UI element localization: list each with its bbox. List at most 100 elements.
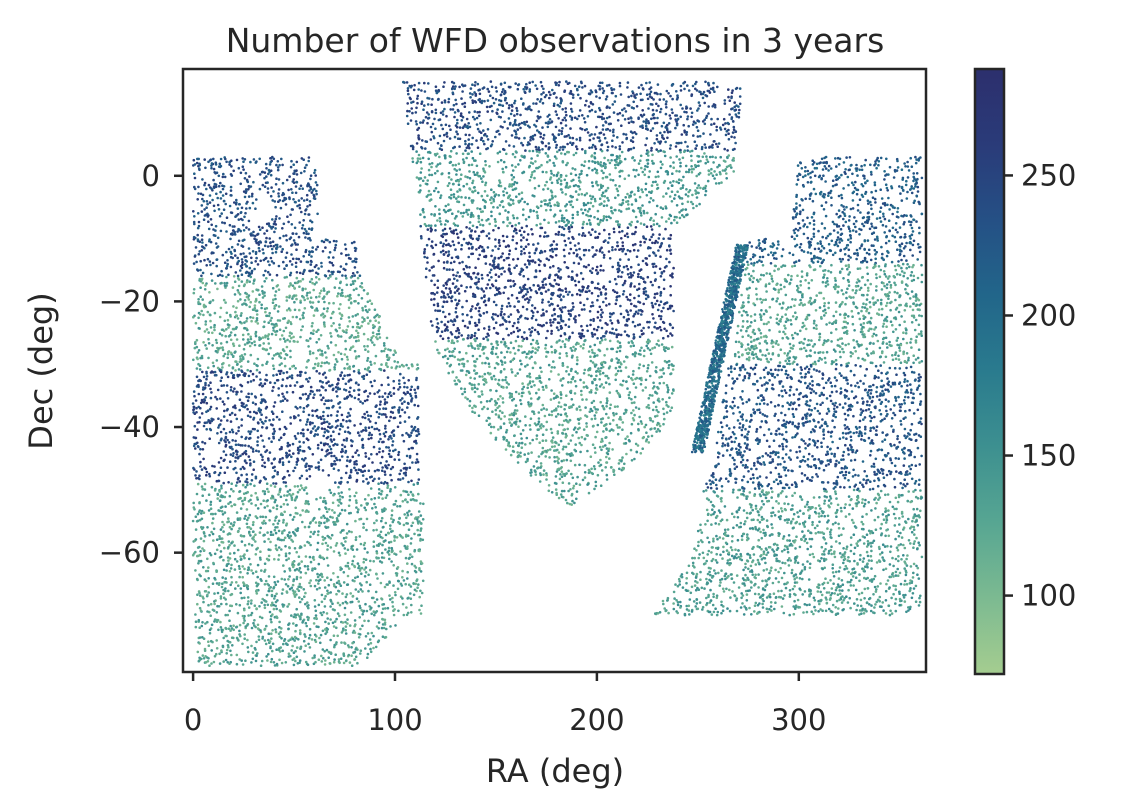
survey-point	[378, 413, 381, 416]
survey-point	[327, 443, 330, 446]
survey-point	[234, 280, 237, 283]
survey-point	[347, 295, 350, 298]
survey-point	[283, 267, 286, 270]
survey-point	[248, 294, 251, 297]
survey-point	[442, 85, 445, 88]
survey-point	[319, 496, 322, 499]
survey-point	[350, 531, 353, 534]
survey-point	[258, 301, 261, 304]
survey-point	[255, 198, 258, 201]
survey-point	[236, 338, 239, 341]
survey-point	[356, 511, 359, 514]
survey-point	[340, 317, 343, 320]
survey-point	[704, 81, 707, 84]
survey-point	[603, 133, 606, 136]
survey-point	[288, 493, 291, 496]
survey-point	[327, 622, 330, 625]
survey-point	[311, 657, 314, 660]
survey-point	[203, 158, 206, 161]
survey-point	[197, 446, 200, 449]
survey-point	[294, 590, 297, 593]
survey-point	[419, 590, 422, 593]
survey-point	[636, 105, 639, 108]
survey-point	[394, 351, 397, 354]
survey-point	[250, 602, 253, 605]
survey-point	[247, 188, 250, 191]
survey-point	[503, 121, 506, 124]
survey-point	[267, 632, 270, 635]
survey-point	[352, 456, 355, 459]
survey-point	[334, 481, 337, 484]
survey-point	[605, 98, 608, 101]
survey-point	[209, 428, 212, 431]
survey-point	[350, 439, 353, 442]
survey-point	[220, 626, 223, 629]
survey-point	[230, 331, 233, 334]
survey-point	[365, 478, 368, 481]
survey-point	[242, 252, 245, 255]
survey-point	[328, 584, 331, 587]
survey-point	[241, 404, 244, 407]
survey-point	[275, 532, 278, 535]
survey-point	[410, 480, 413, 483]
survey-point	[294, 547, 297, 550]
survey-point	[608, 107, 611, 110]
survey-point	[363, 377, 366, 380]
survey-point	[306, 565, 309, 568]
survey-point	[337, 292, 340, 295]
survey-point	[388, 580, 391, 583]
survey-point	[268, 555, 271, 558]
survey-point	[351, 260, 354, 263]
survey-point	[397, 566, 400, 569]
survey-point	[265, 655, 268, 658]
survey-point	[353, 580, 356, 583]
survey-point	[279, 245, 282, 248]
survey-point	[264, 478, 267, 481]
survey-point	[231, 412, 234, 415]
survey-point	[498, 133, 501, 136]
survey-point	[326, 617, 329, 620]
survey-point	[210, 649, 213, 652]
survey-point	[305, 469, 308, 472]
survey-point	[388, 420, 391, 423]
survey-point	[274, 529, 277, 532]
survey-point	[240, 253, 243, 256]
survey-point	[215, 242, 218, 245]
survey-point	[273, 405, 276, 408]
survey-point	[285, 203, 288, 206]
survey-point	[256, 313, 259, 316]
survey-point	[371, 385, 374, 388]
survey-point	[219, 191, 222, 194]
survey-point	[220, 649, 223, 652]
survey-point	[256, 317, 259, 320]
survey-point	[600, 144, 603, 147]
survey-point	[289, 214, 292, 217]
survey-point	[621, 141, 624, 144]
survey-point	[413, 404, 416, 407]
survey-point	[606, 117, 609, 120]
survey-point	[278, 491, 281, 494]
survey-point	[197, 212, 200, 215]
survey-point	[292, 452, 295, 455]
survey-point	[321, 353, 324, 356]
survey-point	[646, 137, 649, 140]
survey-point	[292, 470, 295, 473]
survey-point	[404, 467, 407, 470]
survey-point	[196, 593, 199, 596]
survey-point	[220, 629, 223, 632]
survey-point	[284, 357, 287, 360]
survey-point	[336, 330, 339, 333]
survey-point	[449, 137, 452, 140]
survey-point	[304, 526, 307, 529]
survey-point	[291, 208, 294, 211]
survey-point	[268, 333, 271, 336]
survey-point	[388, 449, 391, 452]
survey-point	[272, 436, 275, 439]
survey-point	[339, 428, 342, 431]
survey-point	[251, 544, 254, 547]
survey-point	[413, 499, 416, 502]
survey-point	[403, 463, 406, 466]
survey-point	[630, 117, 633, 120]
survey-point	[252, 308, 255, 311]
survey-point	[335, 244, 338, 247]
